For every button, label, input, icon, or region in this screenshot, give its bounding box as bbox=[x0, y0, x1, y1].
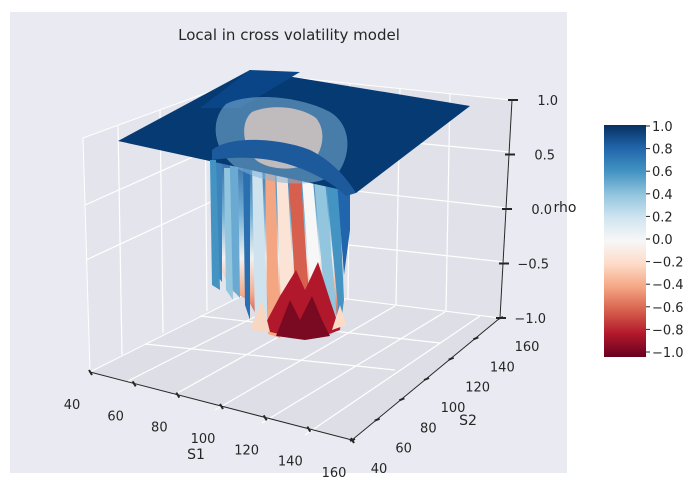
surface-bottom-light-2 bbox=[332, 305, 346, 330]
x-axis-ticks: 40 60 80 100 120 140 160 bbox=[64, 369, 355, 481]
x-tick-label: 140 bbox=[278, 455, 303, 470]
z-axis-ticks: −1.0 −0.5 0.0 0.5 1.0 bbox=[496, 94, 558, 327]
x-tick-mark bbox=[306, 426, 312, 433]
z-tick-label: 0.5 bbox=[534, 149, 555, 164]
colorbar-ticks: −1.0 −0.8 −0.6 −0.4 −0.2 0.0 0.2 0.4 0.6 0.8 1.0 bbox=[646, 120, 684, 361]
z-tick-label: −0.5 bbox=[517, 258, 549, 273]
x-tick-mark bbox=[175, 392, 181, 399]
y-tick-label: 80 bbox=[420, 421, 437, 436]
z-tick-label: 0.0 bbox=[531, 203, 552, 218]
y-tick-label: 60 bbox=[395, 442, 412, 457]
colorbar-tick-label: −0.8 bbox=[652, 323, 684, 338]
z-tick-label: 1.0 bbox=[537, 94, 558, 109]
y-tick-mark bbox=[374, 417, 381, 422]
colorbar-tick-label: 0.2 bbox=[652, 210, 673, 225]
colorbar bbox=[604, 125, 646, 357]
x-tick-label: 160 bbox=[322, 466, 347, 481]
y-tick-label: 40 bbox=[371, 462, 388, 477]
chart-title: Local in cross volatility model bbox=[178, 26, 400, 44]
colorbar-tick-label: −0.4 bbox=[652, 278, 684, 293]
y-axis-label: S2 bbox=[459, 413, 477, 429]
x-tick-label: 60 bbox=[107, 409, 124, 424]
colorbar-tick-label: 0.8 bbox=[652, 143, 673, 158]
x-tick-mark bbox=[262, 414, 268, 421]
y-tick-mark bbox=[448, 356, 455, 361]
y-tick-mark bbox=[423, 377, 430, 381]
y-tick-mark bbox=[349, 438, 356, 442]
y-tick-label: 160 bbox=[515, 340, 540, 355]
y-tick-mark bbox=[472, 336, 479, 341]
surface-left-spike-2 bbox=[224, 168, 233, 300]
x-tick-mark bbox=[88, 369, 93, 376]
colorbar-tick-label: 1.0 bbox=[652, 120, 673, 135]
colorbar-tick-label: 0.0 bbox=[652, 233, 673, 248]
colorbar-tick-label: −0.6 bbox=[652, 301, 684, 316]
x-tick-mark bbox=[219, 403, 224, 410]
colorbar-tick-label: −0.2 bbox=[652, 256, 684, 271]
colorbar-tick-label: 0.6 bbox=[652, 165, 673, 180]
z-tick-label: −1.0 bbox=[514, 312, 546, 327]
x-tick-label: 40 bbox=[64, 398, 81, 413]
z-axis-label: rho bbox=[554, 200, 577, 216]
colorbar-tick-label: 0.4 bbox=[652, 188, 673, 203]
x-tick-label: 80 bbox=[151, 421, 168, 436]
surface-plot bbox=[118, 70, 470, 340]
surface-bottom-light bbox=[250, 300, 270, 332]
y-tick-label: 140 bbox=[490, 360, 515, 375]
y-tick-label: 100 bbox=[441, 401, 466, 416]
y-tick-mark bbox=[398, 397, 405, 402]
y-tick-label: 120 bbox=[465, 381, 490, 396]
x-tick-label: 120 bbox=[234, 443, 259, 458]
x-axis-label: S1 bbox=[187, 447, 205, 463]
surface-bottom-dark bbox=[276, 296, 330, 340]
surface-front-lip bbox=[212, 139, 356, 196]
x-tick-mark bbox=[131, 380, 137, 387]
surface-left-spike bbox=[210, 160, 220, 290]
surface-plateau-highlight bbox=[200, 70, 300, 108]
x-tick-label: 100 bbox=[191, 432, 216, 447]
colorbar-tick-label: −1.0 bbox=[652, 346, 684, 361]
